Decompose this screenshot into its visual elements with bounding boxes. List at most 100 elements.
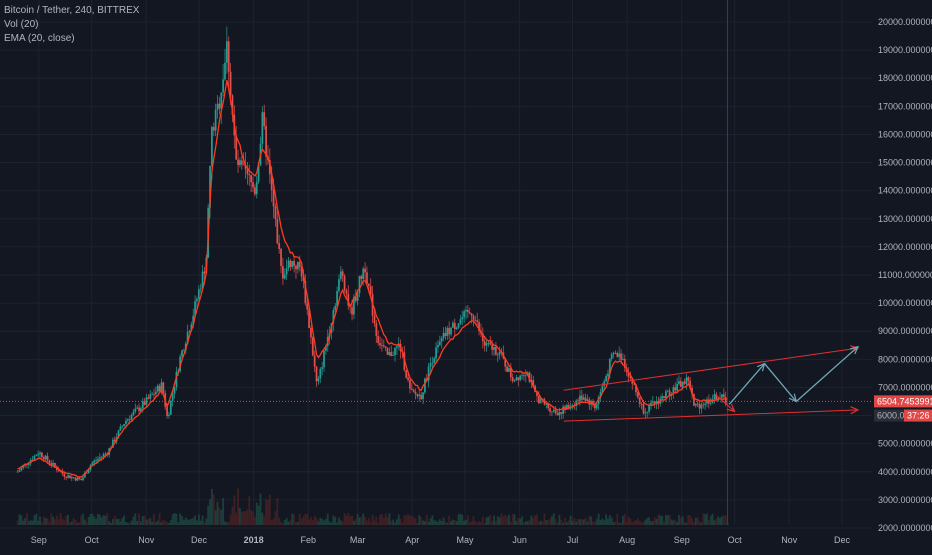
volume-bar [229, 514, 232, 525]
candle-body [239, 160, 241, 166]
candle-body [607, 373, 609, 376]
candle-body [444, 333, 447, 336]
volume-bar [685, 522, 688, 525]
ema-line [17, 80, 728, 478]
candle-body [336, 291, 338, 306]
volume-bar [674, 519, 677, 525]
time-axis-label: Nov [781, 535, 798, 545]
candle-body [306, 303, 309, 310]
candle-body [257, 165, 260, 182]
volume-bar [579, 519, 581, 525]
volume-bar [52, 516, 55, 525]
volume-bar [465, 519, 467, 525]
symbol-title[interactable]: Bitcoin / Tether, 240, BITTREX [4, 5, 140, 16]
volume-bar [280, 521, 282, 525]
volume-bar [461, 514, 464, 525]
volume-bar [657, 514, 660, 525]
volume-bar [608, 515, 611, 525]
candle-body [235, 135, 238, 160]
volume-bar [173, 513, 176, 525]
candle-body [381, 345, 383, 346]
candle-body [504, 358, 507, 367]
candle-body [113, 439, 116, 442]
volume-bar [149, 517, 152, 525]
volume-bar [110, 522, 112, 525]
candle-body [192, 315, 195, 325]
candle-body [332, 309, 335, 324]
volume-bar [689, 515, 692, 525]
candle-body [524, 375, 527, 377]
volume-bar [31, 520, 34, 525]
down-arrowhead [726, 403, 736, 413]
ema-series [17, 80, 728, 478]
candle-body [364, 268, 367, 273]
price-axis-label: 20000.00000000 [878, 17, 932, 27]
volume-bar [263, 516, 266, 525]
volume-bar [358, 517, 361, 525]
volume-bar [494, 520, 497, 525]
candle-body [295, 265, 297, 270]
channel-lower-arrowhead [850, 406, 860, 415]
candle-body [201, 271, 204, 289]
volume-bar [722, 515, 725, 525]
candle-body [300, 267, 303, 277]
candle-body [324, 345, 327, 351]
candle-body [121, 426, 124, 428]
volume-bar [125, 521, 127, 525]
volume-bar [517, 517, 520, 525]
volume-bar [418, 514, 421, 525]
volume-bar [55, 515, 58, 525]
candle-body [407, 377, 409, 380]
volume-bar [565, 522, 568, 525]
candle-body [636, 392, 639, 398]
volume-bar [98, 514, 101, 525]
volume-bar [48, 521, 51, 525]
candle-body [360, 275, 363, 280]
ema-indicator-label[interactable]: EMA (20, close) [4, 33, 75, 44]
volume-bar [594, 521, 596, 525]
volume-bar [184, 517, 187, 525]
volume-bar [571, 521, 574, 525]
volume-bar [61, 518, 64, 525]
volume-bar [18, 514, 21, 525]
volume-bar [390, 520, 393, 525]
volume-bar [545, 519, 548, 525]
volume-bar [141, 515, 144, 525]
volume-bar [203, 522, 206, 525]
candle-body [308, 309, 310, 329]
volume-bar [227, 522, 230, 525]
candle-body [601, 385, 604, 393]
volume-bar [283, 519, 286, 525]
candle-body [61, 471, 64, 474]
candle-body [608, 359, 611, 374]
candle-body [452, 322, 454, 328]
volume-bar [644, 519, 647, 525]
time-axis-label: 2018 [244, 535, 264, 545]
price-axis-label: 5000.00000000 [878, 439, 932, 449]
candle-body [293, 260, 296, 266]
candle-body [414, 391, 417, 395]
volume-bar [401, 522, 404, 525]
volume-bar [584, 517, 587, 525]
projection-segment [764, 363, 797, 402]
volume-bar [319, 517, 322, 525]
candle-body [481, 333, 484, 342]
volume-bar [364, 516, 367, 525]
volume-bar [304, 513, 307, 525]
volume-indicator-label[interactable]: Vol (20) [4, 19, 39, 30]
candle-body [220, 92, 223, 109]
candle-body [564, 406, 566, 410]
candle-body [575, 400, 578, 406]
volume-bar [80, 515, 83, 525]
candle-body [37, 454, 40, 456]
candle-body [509, 368, 512, 378]
candle-body [547, 404, 550, 409]
candle-body [696, 403, 699, 405]
candle-body [493, 346, 495, 350]
candle-body [498, 351, 501, 355]
volume-bar [35, 513, 38, 525]
volume-bar [162, 519, 165, 525]
volume-bar [379, 514, 381, 525]
